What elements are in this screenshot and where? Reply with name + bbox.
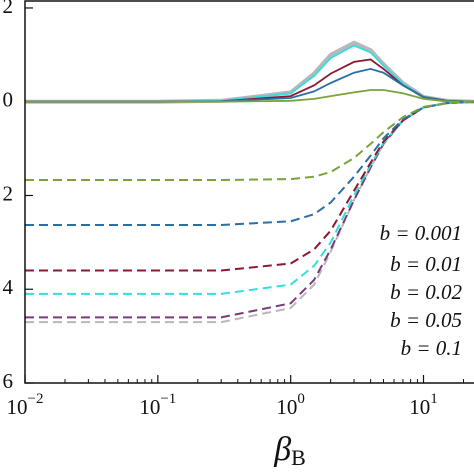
x-tick-base: 10: [7, 395, 28, 419]
x-axis-label: βB: [273, 431, 306, 470]
solid-curve: [25, 44, 474, 103]
dashed-curve: [25, 100, 474, 226]
y-tick-label: 2: [3, 181, 14, 205]
dashed-curve: [25, 100, 474, 295]
x-label-sub: B: [291, 445, 306, 470]
x-tick-label: 10−2: [7, 391, 44, 418]
x-tick-exponent: 1: [430, 391, 438, 407]
y-tick-label: 2: [3, 0, 14, 18]
x-tick-exponent: −1: [160, 391, 176, 407]
legend-label: b = 0.001: [380, 221, 462, 245]
y-tick-label: 6: [3, 369, 14, 393]
dashed-curve: [25, 100, 474, 181]
legend-label: b = 0.02: [390, 280, 462, 304]
x-tick-label: 100: [276, 391, 305, 418]
legend-label: b = 0.05: [390, 308, 462, 332]
dashed-curve: [25, 100, 474, 319]
solid-curve: [25, 89, 474, 103]
y-tick-label: 0: [3, 88, 14, 112]
x-tick-exponent: 0: [297, 391, 305, 407]
x-tick-base: 10: [409, 395, 430, 419]
x-tick-exponent: −2: [28, 391, 44, 407]
dashed-curve: [25, 100, 474, 272]
x-tick-label: 10−1: [139, 391, 176, 418]
solid-curve: [25, 40, 474, 104]
y-tick-label: 4: [3, 275, 14, 299]
x-tick-base: 10: [139, 395, 160, 419]
legend-label: b = 0.1: [401, 336, 462, 360]
x-label-main: β: [273, 431, 291, 468]
x-tick-label: 101: [409, 391, 438, 418]
x-tick-base: 10: [276, 395, 297, 419]
legend-label: b = 0.01: [390, 252, 462, 276]
axes-frame: [24, 0, 474, 384]
